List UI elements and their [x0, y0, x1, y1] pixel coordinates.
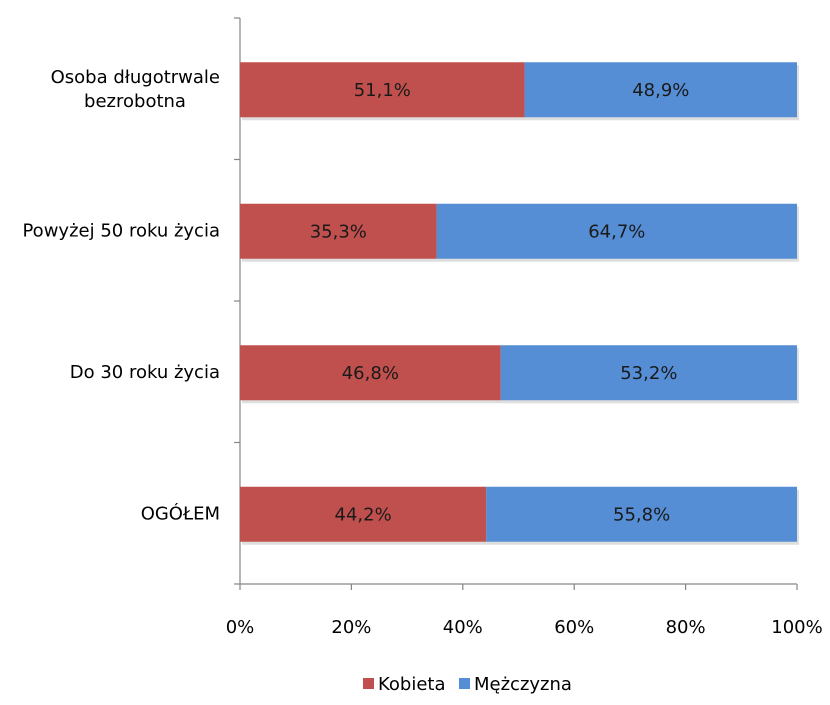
- data-label: 53,2%: [620, 363, 677, 384]
- labels: 51,1% 48,9% Osoba długotrwale bezrobotna 35,…: [22, 67, 689, 526]
- legend-label: Mężczyzna: [474, 674, 572, 695]
- data-label: 51,1%: [354, 80, 411, 101]
- legend-swatch: [363, 678, 374, 689]
- x-tick-label: 80%: [666, 617, 706, 638]
- bars: [240, 62, 799, 545]
- x-tick-label: 60%: [554, 617, 594, 638]
- category-label-line: bezrobotna: [84, 91, 186, 112]
- category-label: Osoba długotrwale bezrobotna: [51, 67, 220, 112]
- bar-segment-kobieta: [240, 345, 501, 401]
- data-label: 44,2%: [335, 504, 392, 525]
- legend-swatch: [459, 678, 470, 689]
- bar-segment-mezczyzna: [500, 345, 797, 401]
- category-label: OGÓŁEM: [141, 502, 220, 524]
- category-label-line: OGÓŁEM: [141, 502, 220, 524]
- data-label: 35,3%: [310, 221, 367, 242]
- data-label: 46,8%: [342, 363, 399, 384]
- legend: Kobieta Mężczyzna: [363, 674, 572, 695]
- axes: 0% 20% 40% 60% 80% 100%: [226, 17, 823, 638]
- x-tick-label: 0%: [226, 617, 255, 638]
- x-tick-label: 40%: [443, 617, 483, 638]
- bar-segment-mezczyzna: [486, 486, 797, 542]
- category-label-line: Do 30 roku życia: [70, 362, 220, 383]
- bar-segment-mezczyzna: [524, 62, 797, 118]
- x-tick-label: 20%: [331, 617, 371, 638]
- bar-segment-kobieta: [240, 486, 487, 542]
- category-label: Do 30 roku życia: [70, 362, 220, 383]
- category-label: Powyżej 50 roku życia: [22, 220, 220, 241]
- bar-segment-kobieta: [240, 62, 525, 118]
- data-label: 64,7%: [588, 221, 645, 242]
- x-tick-label: 100%: [771, 617, 822, 638]
- category-label-line: Osoba długotrwale: [51, 67, 220, 88]
- bar-segment-kobieta: [240, 203, 437, 259]
- legend-label: Kobieta: [378, 674, 446, 695]
- data-label: 55,8%: [613, 504, 670, 525]
- category-label-line: Powyżej 50 roku życia: [22, 220, 220, 241]
- bar-segment-mezczyzna: [436, 203, 797, 259]
- data-label: 48,9%: [632, 80, 689, 101]
